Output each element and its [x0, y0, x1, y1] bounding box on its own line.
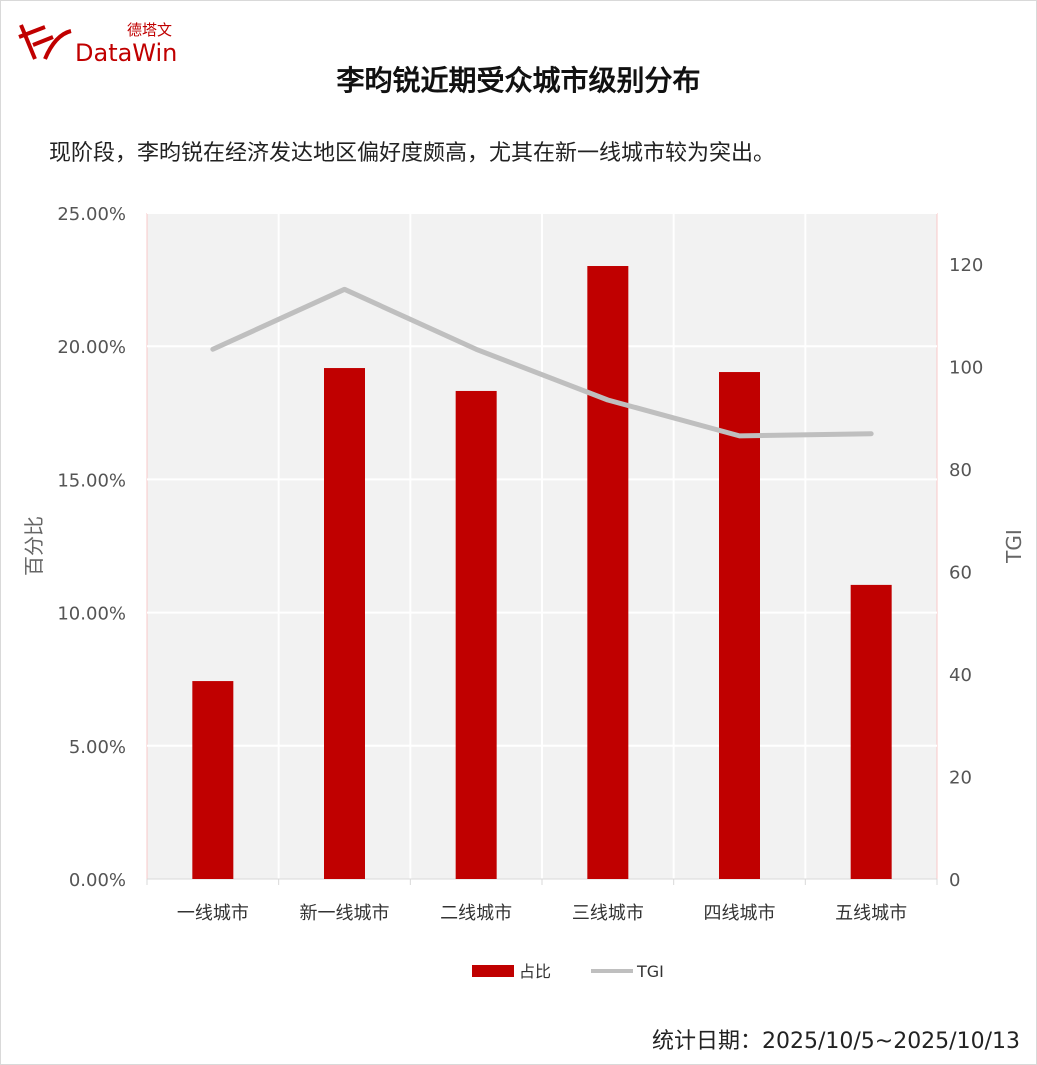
y2-tick-label: 120	[949, 255, 983, 276]
x-tick-label: 二线城市	[440, 903, 512, 924]
legend-bar-label: 占比	[519, 962, 551, 981]
bar-2	[324, 368, 365, 879]
legend-bar-swatch	[472, 965, 514, 977]
datawin-logo: 德塔文 DataWin	[18, 21, 177, 67]
y-tick-label: 0.00%	[69, 870, 126, 891]
bar-4	[587, 266, 629, 879]
tgi-line	[210, 286, 874, 439]
bar-3	[455, 390, 497, 879]
chart: 0.00% 5.00% 10.00% 15.00% 20.00% 25.00% 0 20 40 6…	[22, 204, 1026, 981]
x-tick-label: 三线城市	[572, 903, 644, 924]
logo-cn: 德塔文	[127, 21, 172, 39]
x-tick-label: 五线城市	[835, 903, 907, 924]
y-tick-label: 20.00%	[57, 337, 126, 358]
y-tick-label: 25.00%	[57, 204, 126, 225]
x-tick-label: 四线城市	[704, 903, 776, 924]
date-range: 统计日期：2025/10/5~2025/10/13	[651, 1029, 1020, 1054]
y-tick-label: 5.00%	[69, 737, 126, 758]
y-tick-label: 15.00%	[57, 470, 126, 491]
logo-en: DataWin	[75, 39, 177, 67]
bar-5	[719, 372, 760, 879]
x-tick-label: 新一线城市	[300, 903, 390, 924]
legend-line-label: TGI	[636, 962, 664, 981]
chart-subtitle: 现阶段，李昀锐在经济发达地区偏好度颇高，尤其在新一线城市较为突出。	[49, 141, 776, 166]
bar-1	[192, 681, 234, 879]
x-tick-label: 一线城市	[177, 903, 249, 924]
y2-axis-label: TGI	[1002, 529, 1026, 564]
bar-6	[850, 584, 892, 879]
y2-tick-label: 100	[949, 358, 983, 379]
y2-tick-label: 80	[949, 460, 972, 481]
y2-tick-label: 0	[949, 870, 960, 891]
y2-tick-label: 40	[949, 665, 972, 686]
y-tick-label: 10.00%	[57, 604, 126, 625]
y2-tick-label: 60	[949, 563, 972, 584]
chart-title: 李昀锐近期受众城市级别分布	[336, 64, 701, 97]
y-axis-label: 百分比	[22, 516, 46, 576]
y2-tick-label: 20	[949, 768, 972, 789]
